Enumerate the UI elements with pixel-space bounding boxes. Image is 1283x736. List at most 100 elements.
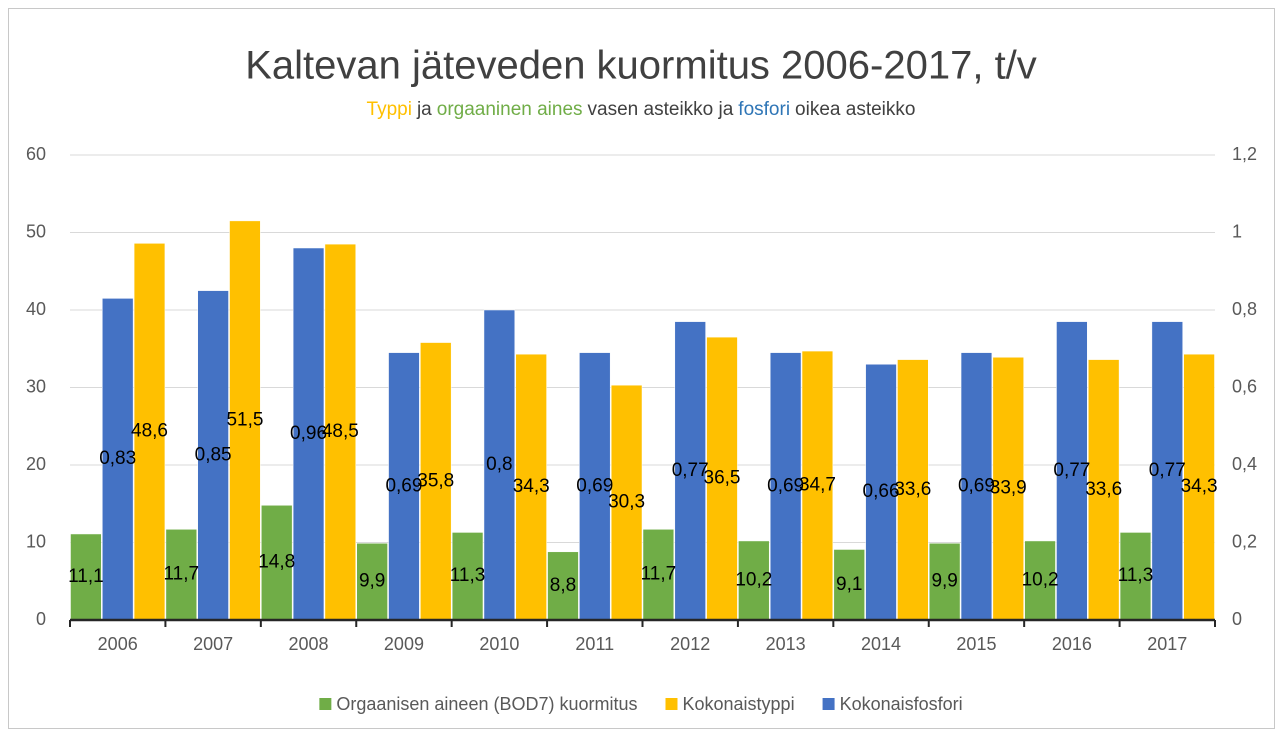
data-label: 0,83 — [99, 448, 136, 469]
data-label: 34,3 — [513, 476, 550, 497]
bar — [356, 543, 388, 621]
data-label: 0,66 — [863, 481, 900, 502]
x-tick-label: 2009 — [384, 634, 424, 654]
bar — [292, 247, 325, 621]
bar — [674, 321, 706, 621]
legend-label: Kokonaisfosfori — [840, 694, 963, 714]
x-tick-label: 2012 — [670, 634, 710, 654]
y2-tick-label: 1,2 — [1232, 144, 1257, 164]
data-label: 9,9 — [931, 571, 957, 592]
data-label: 48,5 — [322, 421, 359, 442]
bar — [1088, 359, 1120, 621]
y-tick-label: 60 — [26, 144, 46, 164]
bar — [420, 342, 452, 621]
legend: Orgaanisen aineen (BOD7) kuormitus Kokona… — [319, 694, 963, 714]
y2-tick-label: 0 — [1232, 609, 1242, 629]
data-label: 48,6 — [131, 421, 168, 442]
y2-tick-label: 0,4 — [1232, 454, 1257, 474]
chart-subtitle: Typpi ja orgaaninen aines vasen asteikko ja… — [367, 99, 916, 120]
data-label: 9,9 — [359, 571, 385, 592]
bar — [865, 364, 897, 621]
bar — [579, 352, 611, 621]
bar — [610, 384, 643, 621]
data-label: 0,8 — [486, 454, 512, 475]
y-tick-label: 10 — [26, 531, 46, 551]
data-label: 51,5 — [226, 409, 263, 430]
data-label: 14,8 — [258, 552, 295, 573]
data-label: 30,3 — [608, 492, 645, 513]
y-tick-label: 20 — [26, 454, 46, 474]
bar — [1151, 321, 1183, 621]
bar — [1183, 353, 1215, 621]
bar — [483, 309, 516, 621]
subtitle-part: Typpi — [367, 99, 412, 120]
subtitle-part: oikea asteikko — [795, 99, 915, 120]
bar — [197, 290, 229, 621]
data-label: 11,1 — [68, 566, 104, 587]
x-tick-label: 2007 — [193, 634, 233, 654]
subtitle-part: orgaaninen aines — [437, 99, 583, 120]
y-tick-label: 0 — [36, 609, 46, 629]
data-label: 0,96 — [290, 423, 327, 444]
legend-label: Orgaanisen aineen (BOD7) kuormitus — [336, 694, 637, 714]
data-label: 8,8 — [550, 575, 576, 596]
bar — [769, 352, 802, 621]
data-label: 0,69 — [767, 475, 804, 496]
bar — [801, 350, 834, 621]
y2-tick-label: 0,2 — [1232, 531, 1257, 551]
bar — [165, 529, 197, 621]
bar — [960, 352, 993, 621]
bar — [388, 352, 420, 621]
y2-tick-label: 1 — [1232, 221, 1242, 241]
y2-tick-label: 0,8 — [1232, 299, 1257, 319]
data-label: 0,77 — [1053, 460, 1090, 481]
legend-label: Kokonaistyppi — [682, 694, 794, 714]
bar — [992, 357, 1024, 621]
subtitle-part: vasen asteikko ja — [588, 99, 734, 120]
data-label: 33,9 — [990, 478, 1027, 499]
x-tick-label: 2010 — [479, 634, 519, 654]
chart-title: Kaltevan jäteveden kuormitus 2006-2017, … — [245, 44, 1037, 88]
bar — [451, 532, 484, 621]
x-tick-label: 2008 — [289, 634, 329, 654]
data-label: 33,6 — [894, 479, 931, 500]
data-label: 0,85 — [195, 444, 232, 465]
y-tick-label: 30 — [26, 376, 46, 396]
data-label: 0,69 — [958, 475, 995, 496]
subtitle-part: fosfori — [738, 99, 790, 120]
data-label: 34,3 — [1181, 476, 1218, 497]
x-tick-label: 2013 — [766, 634, 806, 654]
bar — [133, 243, 166, 621]
data-label: 11,7 — [164, 564, 200, 585]
data-label: 10,2 — [735, 569, 772, 590]
bar — [897, 359, 929, 621]
x-tick-label: 2014 — [861, 634, 901, 654]
bar — [70, 533, 102, 621]
y2-tick-label: 0,6 — [1232, 376, 1257, 396]
y-tick-label: 50 — [26, 221, 46, 241]
data-label: 33,6 — [1085, 479, 1122, 500]
x-tick-label: 2016 — [1052, 634, 1092, 654]
y-tick-label: 40 — [26, 299, 46, 319]
data-label: 0,69 — [576, 475, 613, 496]
data-label: 11,7 — [641, 564, 677, 585]
legend-swatch — [665, 698, 678, 710]
bar — [261, 505, 293, 621]
bar — [515, 353, 547, 621]
bar — [229, 220, 261, 621]
x-tick-label: 2006 — [98, 634, 138, 654]
bar — [642, 529, 675, 621]
x-tick-label: 2017 — [1147, 634, 1187, 654]
bar — [1056, 321, 1088, 621]
data-label: 35,8 — [417, 470, 454, 491]
x-tick-label: 2015 — [956, 634, 996, 654]
data-label: 11,3 — [1118, 565, 1154, 586]
bar — [324, 243, 357, 621]
data-label: 11,3 — [450, 565, 486, 586]
bar — [547, 551, 579, 621]
data-label: 9,1 — [836, 574, 862, 595]
data-label: 34,7 — [799, 475, 836, 496]
data-label: 0,69 — [385, 475, 422, 496]
data-label: 10,2 — [1022, 569, 1059, 590]
